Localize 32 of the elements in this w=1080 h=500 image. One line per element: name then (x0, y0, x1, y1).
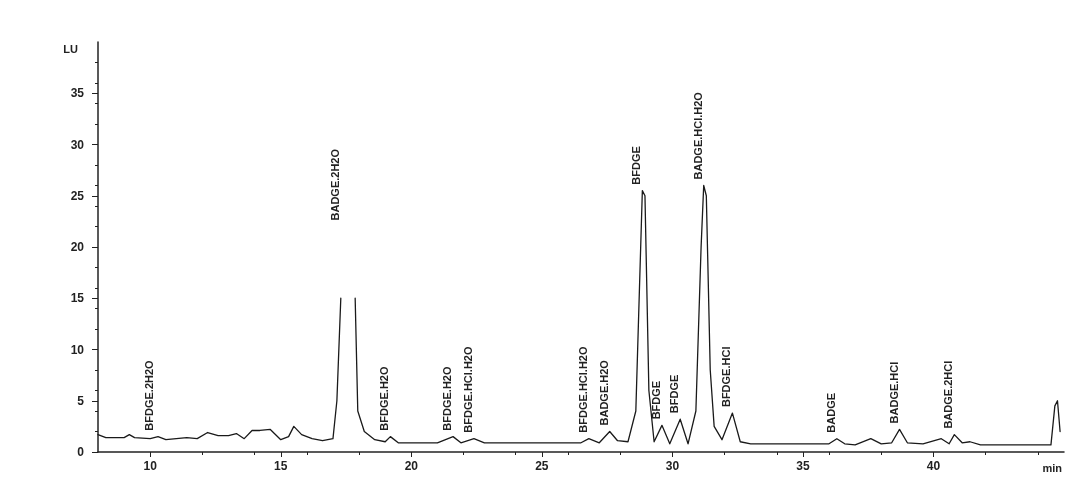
x-tick-label: 30 (665, 459, 680, 473)
x-tick-label: 20 (404, 459, 419, 473)
y-tick-label: 25 (70, 188, 85, 203)
x-tick-label: 15 (274, 459, 288, 473)
annotation: BFDGE.2H2O (143, 359, 156, 431)
annotation: BFDGE.HCl (720, 346, 733, 408)
annotation: BFDGE (630, 146, 643, 185)
y-tick-label: 0 (77, 445, 85, 459)
annotation: BFDGE (668, 374, 681, 414)
annotation: BADGE.HCl (887, 361, 900, 424)
y-tick-label: 30 (70, 137, 85, 152)
annotation: BADGE.H2O (597, 359, 610, 426)
y-tick-label: 35 (70, 86, 85, 101)
annotation: BADGE (824, 392, 837, 433)
annotation: BFDGE.H2O (378, 366, 391, 431)
y-tick-label: 15 (70, 291, 85, 306)
x-tick-label: 10 (143, 459, 158, 473)
annotation: BFDGE.HCl.H2O (576, 346, 589, 433)
x-tick-label: 35 (796, 459, 810, 473)
annotation: BADGE.2H2O (328, 148, 341, 221)
y-tick-label: 20 (70, 240, 85, 254)
y-axis-title: LU (63, 42, 79, 55)
annotation: BADGE.2HCl (942, 360, 955, 429)
annotation: BADGE.HCl.H2O (691, 91, 704, 180)
y-tick-label: 5 (77, 393, 85, 408)
x-tick-label: 40 (926, 459, 941, 473)
annotation: BFDGE (649, 380, 662, 420)
annotation: BFDGE.H2O (441, 366, 454, 431)
x-axis-title: min (1042, 461, 1063, 474)
y-tick-label: 10 (70, 342, 85, 357)
x-tick-label: 25 (535, 459, 549, 473)
annotation: BFDGE.HCl.H2O (461, 346, 474, 433)
